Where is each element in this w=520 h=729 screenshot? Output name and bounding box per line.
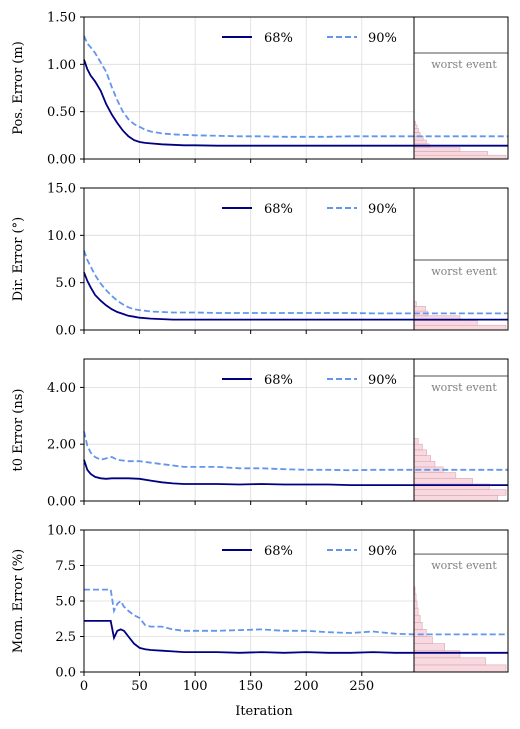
y-tick-label: 0.00	[47, 495, 76, 510]
y-tick-label: 1.50	[47, 11, 76, 26]
histogram-bar	[413, 324, 507, 331]
legend-label-68pct: 68%	[264, 202, 293, 217]
y-axis-title: Pos. Error (m)	[11, 41, 26, 135]
histogram-bar	[413, 643, 445, 651]
histogram-frame	[413, 187, 509, 331]
legend: 68% 90%	[222, 202, 397, 217]
histogram-bar	[413, 443, 423, 451]
histogram-bar	[413, 455, 432, 462]
series-line-90pct	[84, 588, 508, 636]
worst-event-label: worst event	[431, 559, 497, 572]
y-tick-label: 10.0	[47, 524, 76, 539]
histogram-bar	[413, 621, 423, 630]
x-tick-label: 50	[131, 679, 148, 694]
plot-frame	[83, 187, 415, 331]
worst-event-label: worst event	[431, 381, 497, 394]
histogram-bar	[413, 607, 419, 616]
histogram-bar	[413, 664, 507, 673]
histogram-frame	[413, 529, 509, 673]
y-tick-label: 5.0	[55, 595, 76, 610]
legend: 68% 90%	[222, 544, 397, 559]
series-line-90pct	[83, 431, 508, 472]
histogram-bar	[413, 438, 419, 445]
series-line-68pct	[83, 459, 508, 486]
histogram-bar	[413, 151, 488, 156]
plot-frame	[83, 16, 415, 160]
histogram-bar	[413, 128, 419, 133]
y-tick-label: 7.5	[55, 559, 76, 574]
y-axis-title: t0 Error (ns)	[11, 389, 26, 472]
histogram-bar	[413, 657, 486, 666]
x-tick-label: 100	[183, 679, 208, 694]
y-axis-title: Dir. Error (°)	[11, 217, 26, 301]
legend-label-68pct: 68%	[264, 31, 293, 46]
y-tick-label: 2.5	[55, 630, 76, 645]
histogram-bar	[413, 650, 461, 659]
y-tick-label: 0.00	[47, 153, 76, 168]
y-tick-label: 15.0	[47, 182, 76, 197]
histogram-bar	[413, 629, 427, 637]
worst-event-label: worst event	[431, 265, 497, 278]
y-tick-label: 1.00	[47, 58, 76, 73]
histogram-bar	[413, 306, 426, 312]
histogram-bar	[413, 489, 507, 496]
y-tick-label: 4.00	[47, 381, 76, 396]
histogram-bar	[413, 636, 433, 644]
legend-label-90pct: 90%	[368, 202, 397, 217]
series-line-68pct	[83, 271, 508, 321]
histogram-bar	[413, 460, 436, 468]
x-axis-title: Iteration	[235, 704, 293, 719]
y-tick-label: 2.00	[47, 438, 76, 453]
histogram-frame	[413, 358, 509, 502]
series-line-90pct	[83, 35, 508, 138]
panel-1: worst event 0.00 0.50 1.00 1.50 Pos. Error (m…	[11, 11, 509, 168]
histogram-bar	[413, 147, 461, 152]
histogram-bar	[413, 477, 473, 485]
panel-4: worst event 0.0 2.5 5.0 7.5 10.0 0 50 100 150 200 2…	[11, 524, 509, 719]
legend-label-68pct: 68%	[264, 373, 293, 388]
y-axis-title: Mom. Error (%)	[11, 549, 26, 653]
histogram-bar	[413, 614, 421, 623]
histogram-bar	[413, 139, 427, 145]
series-line-68pct	[83, 59, 508, 147]
plot-frame	[83, 358, 415, 502]
y-tick-label: 10.0	[47, 229, 76, 244]
x-tick-label: 150	[238, 679, 263, 694]
histogram-frame	[413, 16, 509, 160]
histogram-bar	[413, 154, 507, 160]
legend-label-68pct: 68%	[264, 544, 293, 559]
histogram-bar	[413, 495, 498, 502]
x-tick-label: 200	[294, 679, 319, 694]
legend-label-90pct: 90%	[368, 31, 397, 46]
panel-2: worst event 0.0 5.0 10.0 15.0 Dir. Error (°) 6…	[11, 182, 509, 339]
series-line-90pct	[83, 250, 508, 315]
y-tick-label: 0.0	[55, 666, 76, 681]
y-tick-label: 0.0	[55, 324, 76, 339]
worst-event-label: worst event	[431, 58, 497, 71]
legend: 68% 90%	[222, 31, 397, 46]
panel-3: worst event 0.00 2.00 4.00 t0 Error (ns) 68% 9…	[11, 358, 509, 510]
x-tick-label: 250	[349, 679, 374, 694]
histogram-bar	[413, 320, 478, 326]
legend-label-90pct: 90%	[368, 373, 397, 388]
y-tick-label: 0.50	[47, 105, 76, 120]
histogram-bar	[413, 449, 427, 456]
y-tick-label: 5.0	[55, 276, 76, 291]
legend: 68% 90%	[222, 373, 397, 388]
x-tick-label: 0	[80, 679, 88, 694]
series-line-68pct	[84, 620, 508, 654]
histogram-bar	[413, 472, 457, 479]
legend-label-90pct: 90%	[368, 544, 397, 559]
